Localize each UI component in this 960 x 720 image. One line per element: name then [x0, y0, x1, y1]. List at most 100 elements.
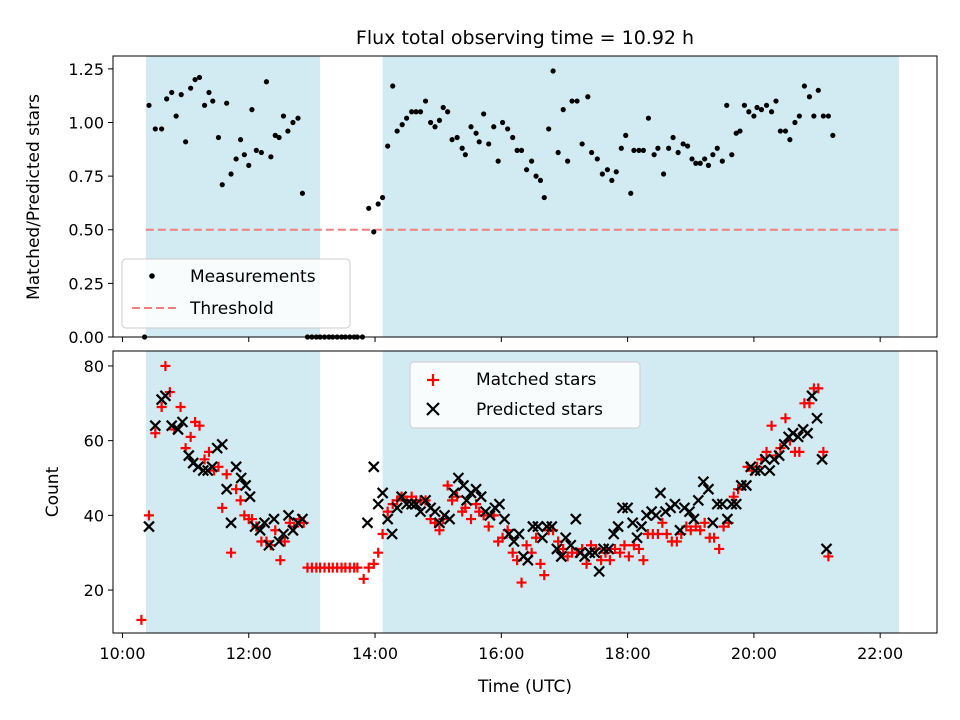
measurement-point	[224, 100, 230, 106]
predicted-star-point	[475, 490, 487, 503]
predicted-star-point	[470, 483, 482, 495]
bottom-panel-frame	[112, 350, 938, 634]
measurement-points	[141, 68, 836, 340]
predicted-star-point	[522, 554, 534, 566]
top-y-tick-label: 0.00	[68, 328, 104, 347]
measurement-point	[366, 205, 372, 211]
predicted-star-point	[551, 543, 563, 555]
predicted-star-point	[143, 520, 155, 533]
measurement-point	[613, 169, 619, 175]
predicted-star-point	[674, 524, 686, 537]
x-axis-label: Time (UTC)	[477, 677, 572, 697]
measurement-point	[666, 145, 672, 151]
bottom-y-tick-label: 80	[84, 357, 104, 376]
measurement-point	[806, 94, 813, 100]
measurement-point	[276, 134, 282, 141]
x-tick-label: 22:00	[857, 644, 903, 663]
legend-predicted-marker	[426, 402, 440, 416]
matched-star-point	[194, 420, 205, 431]
matched-star-point	[780, 413, 791, 424]
predicted-star-point	[801, 427, 814, 439]
measurement-point	[801, 83, 808, 89]
measurement-point	[594, 156, 600, 162]
matched-star-point	[813, 383, 824, 394]
predicted-star-point	[683, 505, 696, 518]
measurement-point	[152, 126, 158, 132]
matched-star-point	[685, 525, 696, 536]
predicted-star-point	[669, 498, 681, 510]
chart-title: Flux total observing time = 10.92 h	[356, 27, 694, 49]
measurement-point	[375, 201, 381, 207]
matched-star-point	[535, 558, 546, 569]
predicted-star-point	[773, 449, 785, 462]
matched-star-point	[442, 480, 453, 491]
matched-star-point	[221, 469, 232, 480]
measurement-point	[499, 119, 506, 126]
predicted-star-point	[197, 464, 210, 477]
matched-star-point	[539, 570, 550, 581]
measurement-point	[825, 113, 831, 119]
measurement-point	[684, 143, 691, 149]
predicted-star-point	[239, 479, 252, 492]
measurement-point	[569, 98, 575, 104]
measurement-point	[623, 132, 629, 138]
measurement-point	[565, 158, 571, 164]
predicted-star-point	[400, 498, 413, 510]
matched-star-point	[794, 446, 805, 457]
measurement-point	[710, 152, 716, 158]
matched-star-point	[352, 562, 363, 573]
legend-predicted-label: Predicted stars	[476, 400, 603, 420]
predicted-star-point	[498, 513, 511, 525]
predicted-star-point	[484, 509, 496, 522]
predicted-star-point	[508, 535, 520, 548]
matched-star-point	[818, 446, 829, 457]
measurement-point	[705, 162, 712, 168]
predicted-star-point	[806, 390, 818, 402]
measurement-point	[830, 132, 836, 138]
predicted-star-point	[263, 539, 275, 552]
predicted-star-point	[395, 490, 408, 503]
matched-star-point	[804, 398, 815, 409]
predicted-star-point	[443, 513, 456, 525]
measurement-point	[510, 134, 516, 141]
measurement-point	[746, 109, 752, 115]
matched-star-point	[231, 484, 242, 495]
matched-star-point	[657, 517, 668, 528]
predicted-star-point	[635, 520, 648, 533]
matched-star-point	[823, 551, 834, 562]
measurement-point	[241, 152, 247, 158]
predicted-star-point	[460, 494, 473, 507]
matched-star-point	[766, 420, 777, 431]
predicted-star-point	[593, 565, 605, 578]
predicted-star-point	[707, 517, 719, 529]
predicted-star-point	[206, 461, 218, 473]
matched-star-point	[447, 495, 458, 506]
matched-star-point	[581, 558, 592, 569]
predicted-star-point	[621, 502, 634, 514]
predicted-star-point	[277, 528, 290, 540]
measurement-point	[782, 128, 789, 134]
measurement-point	[290, 119, 296, 126]
legend-measurement-marker	[149, 273, 155, 279]
predicted-star-point	[391, 502, 403, 514]
top-y-ticks: 0.00 0.25 0.50 0.75 1.00 1.25	[68, 60, 113, 347]
measurement-point	[546, 126, 552, 132]
predicted-star-point	[792, 431, 804, 443]
measurement-point	[505, 126, 511, 132]
measurement-point	[436, 117, 443, 123]
measurement-point	[399, 122, 405, 128]
matched-star-point	[185, 431, 196, 442]
measurement-point	[529, 158, 535, 164]
predicted-star-point	[448, 487, 460, 499]
measurement-point	[146, 102, 152, 108]
measurement-point	[178, 92, 184, 98]
top-y-tick-label: 0.25	[68, 274, 104, 293]
matched-star-point	[652, 529, 663, 540]
matched-star-point	[275, 555, 286, 566]
observing-band	[382, 56, 900, 337]
measurement-point	[820, 113, 826, 119]
matched-star-point	[661, 529, 672, 540]
measurement-point	[428, 119, 434, 126]
bottom-legend-frame	[409, 361, 641, 429]
matched-star-point	[213, 461, 224, 472]
